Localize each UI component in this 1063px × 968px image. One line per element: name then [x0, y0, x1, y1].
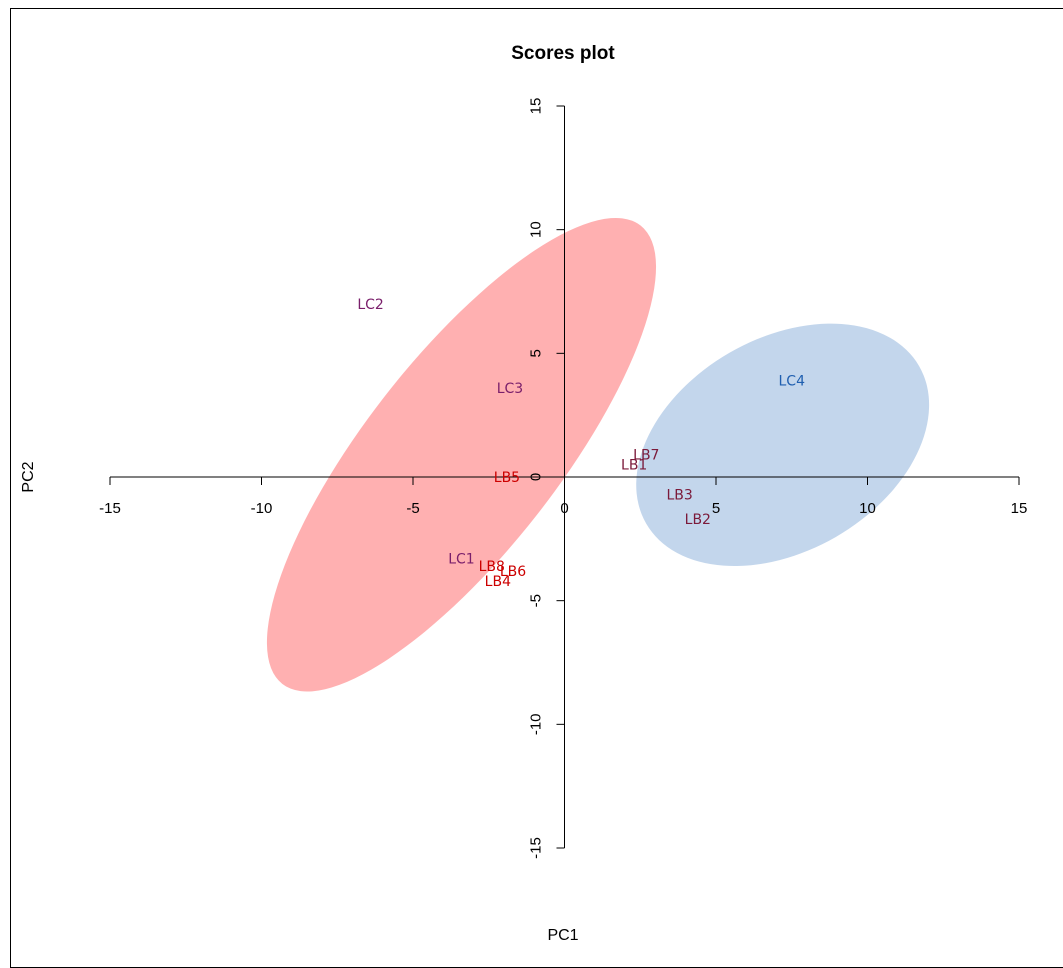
- x-axis-label: PC1: [547, 927, 578, 944]
- point-label-lb5: LB5: [494, 470, 520, 486]
- x-tick-label: -10: [251, 500, 273, 517]
- x-tick-label: 15: [1011, 500, 1028, 517]
- confidence-ellipses: [266, 217, 930, 692]
- point-label-lb2: LB2: [685, 512, 711, 528]
- point-label-lb4: LB4: [485, 574, 511, 590]
- x-tick-label: -5: [406, 500, 419, 517]
- point-label-lc2: LC2: [357, 297, 383, 313]
- point-label-lb6: LB6: [500, 564, 526, 580]
- x-axis-ticks: -15 -10 -5 0 5 10 15: [99, 477, 1027, 517]
- y-tick-label: -10: [528, 713, 545, 735]
- x-tick-label: 0: [560, 500, 568, 517]
- y-tick-label: 0: [528, 473, 545, 481]
- chart-title: Scores plot: [511, 43, 615, 64]
- point-label-lb3: LB3: [666, 487, 692, 503]
- x-tick-label: -15: [99, 500, 121, 517]
- y-tick-label: -15: [528, 837, 545, 859]
- point-label-lc4: LC4: [779, 374, 806, 390]
- y-tick-label: -5: [528, 594, 545, 607]
- y-axis-label: PC2: [20, 461, 37, 492]
- x-tick-label: 10: [859, 500, 876, 517]
- confidence-ellipse-1: [266, 217, 657, 692]
- confidence-ellipse-2: [636, 323, 930, 567]
- point-label-lc1: LC1: [448, 552, 474, 568]
- y-axis-ticks: -15 -10 -5 0 5 10 15: [528, 98, 565, 859]
- y-tick-label: 10: [528, 221, 545, 238]
- y-tick-label: 5: [528, 349, 545, 357]
- x-tick-label: 5: [712, 500, 720, 517]
- point-label-lb1: LB1: [621, 458, 647, 474]
- point-label-lb7: LB7: [633, 448, 659, 464]
- point-label-lc3: LC3: [497, 381, 523, 397]
- y-tick-label: 15: [528, 98, 545, 115]
- point-label-lb8: LB8: [479, 559, 505, 575]
